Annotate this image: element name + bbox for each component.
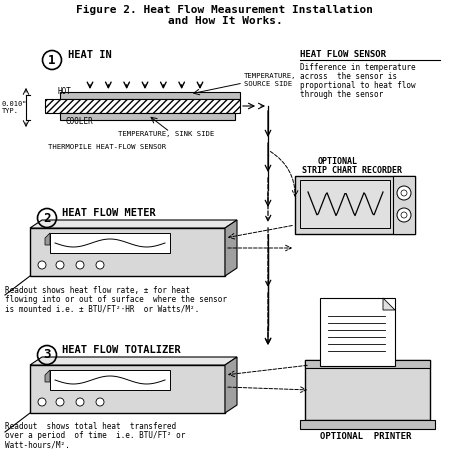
Text: Readout shows heat flow rate, ± for heat: Readout shows heat flow rate, ± for heat: [5, 286, 190, 295]
Bar: [50, 370, 170, 390]
Circle shape: [76, 261, 84, 269]
Text: through the sensor: through the sensor: [300, 90, 383, 99]
Polygon shape: [30, 357, 237, 365]
Polygon shape: [45, 370, 50, 382]
Text: HEAT FLOW SENSOR: HEAT FLOW SENSOR: [300, 50, 386, 59]
Bar: [60, 113, 235, 120]
Text: TYP.: TYP.: [2, 108, 19, 114]
Bar: [60, 92, 240, 99]
Bar: [305, 360, 430, 420]
Bar: [50, 233, 170, 253]
Bar: [320, 298, 395, 366]
Bar: [300, 180, 390, 228]
Text: Watt-hours/M².: Watt-hours/M².: [5, 440, 70, 449]
Bar: [30, 365, 225, 413]
Text: 2: 2: [43, 212, 51, 225]
Text: SOURCE SIDE: SOURCE SIDE: [244, 81, 292, 87]
Text: is mounted i.e. ± BTU/FT²·HR  or Watts/M².: is mounted i.e. ± BTU/FT²·HR or Watts/M²…: [5, 304, 199, 313]
Text: STRIP CHART RECORDER: STRIP CHART RECORDER: [302, 166, 402, 175]
Text: across  the sensor is: across the sensor is: [300, 72, 397, 81]
Text: over a period  of time  i.e. BTU/FT² or: over a period of time i.e. BTU/FT² or: [5, 431, 185, 440]
Text: Readout  shows total heat  transfered: Readout shows total heat transfered: [5, 422, 176, 431]
Text: proportional to heat flow: proportional to heat flow: [300, 81, 416, 90]
Text: HEAT FLOW METER: HEAT FLOW METER: [62, 208, 156, 218]
Bar: [30, 228, 225, 276]
Bar: [305, 360, 430, 368]
Circle shape: [38, 398, 46, 406]
Circle shape: [397, 208, 411, 222]
Circle shape: [38, 261, 46, 269]
Text: OPTIONAL  PRINTER: OPTIONAL PRINTER: [320, 432, 411, 441]
Polygon shape: [45, 233, 50, 245]
Circle shape: [96, 398, 104, 406]
Circle shape: [397, 186, 411, 200]
Polygon shape: [383, 298, 395, 310]
Circle shape: [56, 261, 64, 269]
Text: and How It Works.: and How It Works.: [167, 16, 283, 26]
Polygon shape: [30, 220, 237, 228]
Bar: [300, 420, 435, 429]
Circle shape: [401, 190, 407, 196]
Bar: [393, 176, 415, 234]
Polygon shape: [225, 357, 237, 413]
Text: 3: 3: [43, 349, 51, 362]
Text: OPTIONAL: OPTIONAL: [318, 157, 358, 166]
Text: 1: 1: [48, 54, 56, 67]
Text: THERMOPILE HEAT-FLOW SENSOR: THERMOPILE HEAT-FLOW SENSOR: [48, 144, 166, 150]
Text: HOT: HOT: [58, 87, 72, 96]
Text: HEAT IN: HEAT IN: [68, 50, 112, 60]
Polygon shape: [225, 220, 237, 276]
Circle shape: [76, 398, 84, 406]
Text: TEMPERATURE, SINK SIDE: TEMPERATURE, SINK SIDE: [118, 131, 214, 137]
Text: TEMPERATURE,: TEMPERATURE,: [244, 73, 297, 79]
Bar: [45, 99, 240, 113]
Text: 0.010": 0.010": [2, 101, 27, 107]
Text: Figure 2. Heat Flow Measurement Installation: Figure 2. Heat Flow Measurement Installa…: [76, 5, 373, 15]
Circle shape: [56, 398, 64, 406]
Text: flowing into or out of surface  where the sensor: flowing into or out of surface where the…: [5, 295, 227, 304]
Circle shape: [96, 261, 104, 269]
Text: HEAT FLOW TOTALIZER: HEAT FLOW TOTALIZER: [62, 345, 181, 355]
Circle shape: [401, 212, 407, 218]
Text: COOLER: COOLER: [65, 117, 93, 126]
Bar: [295, 176, 415, 234]
Text: Difference in temperature: Difference in temperature: [300, 63, 416, 72]
